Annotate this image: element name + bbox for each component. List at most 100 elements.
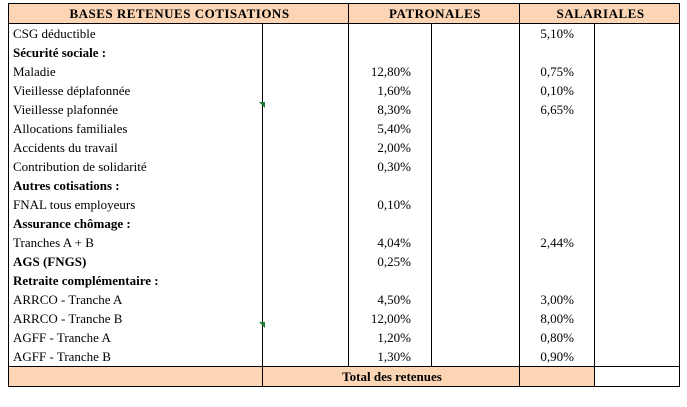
header-bases[interactable]: BASES RETENUES COTISATIONS [8, 3, 349, 24]
row-patronale-extra-cell[interactable] [430, 157, 521, 176]
row-patronale-extra-cell[interactable] [430, 43, 521, 62]
row-salariale-extra-cell[interactable] [594, 233, 681, 252]
row-patronale-cell[interactable] [348, 43, 432, 62]
row-patronale-extra-cell[interactable] [430, 119, 521, 138]
row-salariale-extra-cell[interactable] [594, 138, 681, 157]
row-salariale-cell[interactable] [519, 119, 596, 138]
row-base-cell[interactable] [262, 81, 349, 100]
row-salariale-extra-cell[interactable] [594, 176, 681, 195]
row-patronale-cell[interactable]: 2,00% [348, 138, 432, 157]
row-patronale-cell[interactable]: 4,04% [348, 233, 432, 252]
row-base-cell[interactable] [262, 62, 349, 81]
row-salariale-extra-cell[interactable] [594, 328, 681, 347]
row-patronale-cell[interactable]: 12,00% [348, 309, 432, 328]
row-patronale-cell[interactable] [348, 176, 432, 195]
row-patronale-cell[interactable]: 1,20% [348, 328, 432, 347]
row-salariale-cell[interactable]: 0,10% [519, 81, 596, 100]
row-base-cell[interactable] [262, 119, 349, 138]
row-patronale-extra-cell[interactable] [430, 195, 521, 214]
row-patronale-cell[interactable]: 0,10% [348, 195, 432, 214]
row-patronale-cell[interactable] [348, 214, 432, 233]
row-salariale-extra-cell[interactable] [594, 43, 681, 62]
row-base-cell[interactable] [262, 157, 349, 176]
row-label-cell[interactable]: ARRCO - Tranche A [8, 290, 263, 309]
row-label-cell[interactable]: Vieillesse plafonnée [8, 100, 263, 119]
row-salariale-extra-cell[interactable] [594, 290, 681, 309]
row-salariale-cell[interactable] [519, 176, 596, 195]
row-base-cell[interactable] [262, 100, 349, 119]
row-patronale-extra-cell[interactable] [430, 347, 521, 367]
row-salariale-cell[interactable]: 8,00% [519, 309, 596, 328]
row-patronale-extra-cell[interactable] [430, 23, 521, 43]
row-patronale-cell[interactable]: 0,25% [348, 252, 432, 271]
row-label-cell[interactable]: ARRCO - Tranche B [8, 309, 263, 328]
row-label-cell[interactable]: AGFF - Tranche A [8, 328, 263, 347]
row-patronale-extra-cell[interactable] [430, 62, 521, 81]
row-patronale-extra-cell[interactable] [430, 100, 521, 119]
row-base-cell[interactable] [262, 233, 349, 252]
header-salariales[interactable]: SALARIALES [519, 3, 681, 24]
row-base-cell[interactable] [262, 309, 349, 328]
row-salariale-cell[interactable] [519, 138, 596, 157]
total-salariale-extra-cell[interactable] [594, 366, 681, 387]
row-patronale-extra-cell[interactable] [430, 233, 521, 252]
total-spacer-cell[interactable] [8, 366, 263, 387]
row-label-cell[interactable]: Maladie [8, 62, 263, 81]
row-label-cell[interactable]: Autres cotisations : [8, 176, 263, 195]
row-salariale-extra-cell[interactable] [594, 100, 681, 119]
row-patronale-cell[interactable] [348, 23, 432, 43]
row-salariale-cell[interactable] [519, 214, 596, 233]
row-patronale-cell[interactable] [348, 271, 432, 290]
row-label-cell[interactable]: Assurance chômage : [8, 214, 263, 233]
row-base-cell[interactable] [262, 290, 349, 309]
row-patronale-extra-cell[interactable] [430, 176, 521, 195]
row-patronale-extra-cell[interactable] [430, 214, 521, 233]
row-patronale-extra-cell[interactable] [430, 328, 521, 347]
row-salariale-cell[interactable]: 0,80% [519, 328, 596, 347]
row-patronale-extra-cell[interactable] [430, 309, 521, 328]
row-salariale-cell[interactable] [519, 157, 596, 176]
row-salariale-extra-cell[interactable] [594, 62, 681, 81]
total-label[interactable]: Total des retenues [261, 366, 521, 387]
row-base-cell[interactable] [262, 43, 349, 62]
row-salariale-cell[interactable]: 0,75% [519, 62, 596, 81]
row-salariale-extra-cell[interactable] [594, 23, 681, 43]
row-salariale-extra-cell[interactable] [594, 81, 681, 100]
row-salariale-extra-cell[interactable] [594, 119, 681, 138]
row-salariale-cell[interactable]: 6,65% [519, 100, 596, 119]
row-base-cell[interactable] [262, 271, 349, 290]
row-salariale-extra-cell[interactable] [594, 157, 681, 176]
row-label-cell[interactable]: FNAL tous employeurs [8, 195, 263, 214]
row-base-cell[interactable] [262, 23, 349, 43]
row-label-cell[interactable]: Allocations familiales [8, 119, 263, 138]
row-label-cell[interactable]: CSG déductible [8, 23, 263, 43]
row-label-cell[interactable]: Sécurité sociale : [8, 43, 263, 62]
row-label-cell[interactable]: AGS (FNGS) [8, 252, 263, 271]
row-base-cell[interactable] [262, 176, 349, 195]
row-base-cell[interactable] [262, 195, 349, 214]
row-salariale-cell[interactable] [519, 195, 596, 214]
row-salariale-extra-cell[interactable] [594, 214, 681, 233]
row-salariale-cell[interactable] [519, 43, 596, 62]
row-patronale-cell[interactable]: 8,30% [348, 100, 432, 119]
row-patronale-extra-cell[interactable] [430, 271, 521, 290]
header-patronales[interactable]: PATRONALES [347, 3, 521, 24]
row-base-cell[interactable] [262, 214, 349, 233]
row-base-cell[interactable] [262, 328, 349, 347]
row-label-cell[interactable]: Retraite complémentaire : [8, 271, 263, 290]
row-patronale-cell[interactable]: 4,50% [348, 290, 432, 309]
row-label-cell[interactable]: Contribution de solidarité [8, 157, 263, 176]
row-salariale-extra-cell[interactable] [594, 195, 681, 214]
row-salariale-extra-cell[interactable] [594, 347, 681, 367]
row-patronale-cell[interactable]: 1,30% [348, 347, 432, 367]
row-salariale-cell[interactable]: 5,10% [519, 23, 596, 43]
row-salariale-extra-cell[interactable] [594, 252, 681, 271]
row-salariale-cell[interactable]: 0,90% [519, 347, 596, 367]
row-label-cell[interactable]: Tranches A + B [8, 233, 263, 252]
row-base-cell[interactable] [262, 252, 349, 271]
row-patronale-cell[interactable]: 12,80% [348, 62, 432, 81]
row-patronale-extra-cell[interactable] [430, 290, 521, 309]
row-salariale-cell[interactable] [519, 252, 596, 271]
row-salariale-extra-cell[interactable] [594, 271, 681, 290]
row-base-cell[interactable] [262, 347, 349, 367]
